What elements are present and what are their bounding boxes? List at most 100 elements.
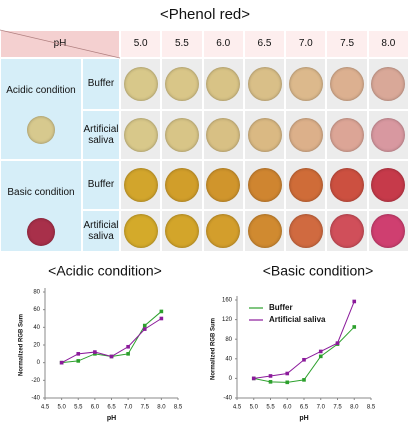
data-point — [93, 350, 97, 354]
y-tick-label: 0 — [229, 376, 233, 382]
data-point — [268, 380, 273, 384]
sample-circle — [247, 118, 282, 152]
series-line — [253, 326, 355, 383]
sample-circle — [247, 214, 282, 248]
x-axis-label: pH — [299, 415, 308, 422]
x-tick-label: 7.0 — [124, 405, 133, 411]
data-point — [59, 360, 64, 365]
sample-circle — [164, 168, 199, 202]
ph-column-header: 8.0 — [367, 30, 409, 58]
y-tick-label: 60 — [33, 307, 40, 313]
legend-label: Artificial saliva — [269, 315, 326, 324]
y-tick-label: 120 — [222, 317, 233, 323]
data-point — [268, 374, 273, 378]
sample-circle — [123, 168, 158, 202]
sample-circle — [164, 214, 199, 248]
sample-circle — [288, 67, 323, 101]
sample-circle — [330, 67, 365, 101]
data-point — [76, 359, 81, 363]
figure-title: <Phenol red> — [160, 6, 250, 23]
ph-column-header: 7.5 — [326, 30, 368, 58]
group-sample — [27, 116, 55, 144]
x-tick-label: 8.5 — [174, 405, 183, 411]
x-tick-label: 8.5 — [367, 405, 376, 411]
ph-column-header: 5.0 — [120, 30, 162, 58]
sample-circle — [330, 168, 365, 202]
sample-circle — [371, 118, 406, 152]
sample-circle — [164, 118, 199, 152]
chart-title: <Acidic condition> — [48, 263, 162, 279]
x-tick-label: 4.5 — [233, 405, 242, 411]
sample-circle — [206, 67, 241, 101]
sample-circle — [288, 118, 323, 152]
group-label: Acidic condition — [6, 85, 76, 97]
x-tick-label: 7.0 — [317, 405, 326, 411]
x-tick-label: 6.5 — [107, 405, 116, 411]
x-tick-label: 7.5 — [141, 405, 150, 411]
data-point — [302, 378, 306, 382]
group-sample — [27, 218, 55, 246]
sample-circle — [123, 118, 158, 152]
ph-column-header: 6.5 — [243, 30, 286, 58]
group-label: Basic condition — [7, 187, 75, 199]
ph-column-header: 5.5 — [161, 30, 203, 58]
sample-circle — [288, 214, 323, 248]
sample-circle — [330, 118, 365, 152]
legend-label: Buffer — [269, 303, 293, 312]
sample-circle — [206, 118, 241, 152]
x-tick-label: 8.0 — [350, 405, 359, 411]
sample-circle — [330, 214, 365, 248]
sample-circle — [247, 168, 282, 202]
y-tick-label: 40 — [33, 325, 40, 331]
data-point — [318, 349, 323, 354]
row-label: Artificial saliva — [82, 110, 120, 160]
sample-circle — [206, 214, 241, 248]
data-point — [159, 316, 164, 321]
data-point — [142, 323, 147, 328]
sample-circle — [371, 168, 406, 202]
ph-column-header: 6.0 — [202, 30, 244, 58]
ph-column-header: 7.0 — [285, 30, 327, 58]
y-axis-label: Normalized RGB Sum — [19, 314, 25, 376]
x-tick-label: 6.0 — [91, 405, 100, 411]
x-tick-label: 6.5 — [300, 405, 309, 411]
row-label: Buffer — [82, 160, 120, 210]
data-point — [352, 325, 357, 329]
data-point — [159, 309, 164, 314]
x-tick-label: 5.0 — [57, 405, 66, 411]
x-axis-label: pH — [107, 415, 116, 422]
x-tick-label: 7.5 — [333, 405, 342, 411]
x-tick-label: 8.0 — [157, 405, 166, 411]
y-tick-label: 80 — [33, 290, 40, 296]
x-tick-label: 4.5 — [41, 405, 50, 411]
sample-circle — [164, 67, 199, 101]
x-tick-label: 5.5 — [74, 405, 83, 411]
x-tick-label: 5.0 — [250, 405, 259, 411]
data-point — [126, 352, 130, 356]
data-point — [285, 380, 290, 385]
chart-title: <Basic condition> — [263, 263, 374, 279]
sample-circle — [371, 67, 406, 101]
y-axis-label: Normalized RGB Sum — [211, 318, 217, 380]
y-tick-label: -20 — [31, 378, 40, 384]
sample-circle — [247, 67, 282, 101]
sample-circle — [288, 168, 323, 202]
data-point — [335, 341, 340, 345]
data-point — [352, 299, 357, 304]
row-label: Artificial saliva — [82, 210, 120, 252]
sample-circle — [123, 214, 158, 248]
y-tick-label: -40 — [31, 396, 40, 402]
series-line — [253, 301, 355, 379]
y-tick-label: -40 — [223, 396, 232, 402]
sample-circle — [123, 67, 158, 101]
data-point — [126, 344, 130, 349]
data-point — [318, 354, 323, 359]
y-tick-label: 160 — [222, 298, 233, 304]
y-tick-label: 20 — [33, 343, 40, 349]
data-point — [302, 357, 306, 362]
x-tick-label: 5.5 — [266, 405, 275, 411]
data-point — [76, 352, 81, 356]
x-tick-label: 6.0 — [283, 405, 292, 411]
